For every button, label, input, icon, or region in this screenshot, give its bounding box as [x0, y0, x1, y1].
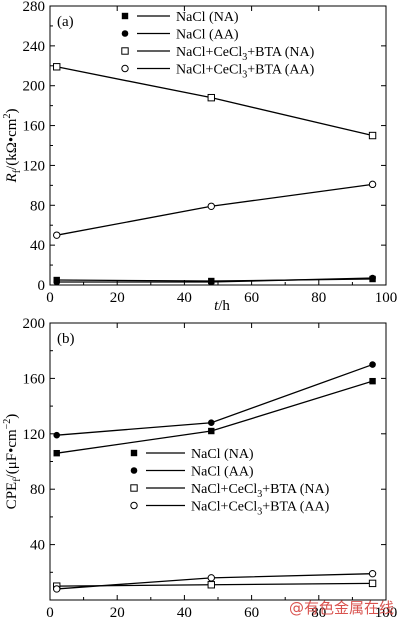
- panel-a-legend-marker: [121, 12, 129, 20]
- panel-a-data-point: [207, 202, 215, 210]
- panel-a-data-point: [207, 93, 215, 102]
- panel-a-legend-text: NaCl+CeCl3+BTA (NA): [176, 45, 315, 63]
- panel-b-series-2: [53, 361, 376, 439]
- panel-b-series-line: [56, 380, 373, 454]
- panel-b-xtick-label: 40: [177, 605, 192, 621]
- panel-a-legend-item: NaCl (NA): [121, 10, 239, 25]
- panel-a-ytick-label: 280: [23, 0, 46, 15]
- panel-a-legend: NaCl (NA) NaCl (AA) NaCl+CeCl3+BTA (NA)NaC…: [121, 10, 315, 81]
- panel-b-legend-marker: [130, 501, 138, 510]
- panel-b-data-point: [207, 419, 215, 427]
- panel-b-ytick-label: 120: [23, 427, 46, 443]
- panel-a-data-point: [368, 131, 377, 140]
- panel-b-xtick-label: 60: [244, 605, 259, 621]
- panel-b-ytick-label: 40: [30, 538, 45, 554]
- panel-a-legend-marker: [121, 47, 129, 55]
- panel-a-xtick-label: 0: [46, 290, 54, 306]
- panel-b-data-point: [207, 574, 215, 582]
- panel-a-series-3: [53, 63, 377, 140]
- panel-a-ytick-label: 0: [38, 278, 46, 294]
- panel-a-series-1: [53, 275, 376, 285]
- panel-b-legend-text: NaCl+CeCl3+BTA (AA): [191, 500, 330, 518]
- panel-a-series-4: [53, 180, 377, 239]
- panel-a-ytick-label: 200: [23, 79, 46, 95]
- panel-b-ytick-label: 80: [30, 482, 45, 498]
- panel-a-legend-text: NaCl+CeCl3+BTA (AA): [176, 63, 315, 81]
- panel-b-data-point: [53, 449, 60, 457]
- panel-b-legend-item: NaCl (AA): [130, 465, 254, 480]
- panel-b-ylabel: CPEf/(μF•cm−2): [2, 414, 23, 510]
- panel-b-data-point: [368, 579, 377, 588]
- panel-a-series-2: [53, 274, 376, 286]
- panel-a-xtick-label: 60: [244, 290, 259, 306]
- panel-b-legend-marker: [130, 484, 138, 492]
- panel-b-legend-item: NaCl (NA): [130, 447, 254, 462]
- panel-a-data-point: [369, 274, 376, 282]
- panel-a-xtick-label: 20: [110, 290, 125, 306]
- panel-b-xtick-label: 0: [46, 605, 54, 621]
- panel-b-legend-text: NaCl+CeCl3+BTA (NA): [191, 482, 330, 500]
- panel-a-xtick-label: 80: [311, 290, 326, 306]
- panel-a-legend-item: NaCl (AA): [121, 28, 239, 43]
- panel-b-data-point: [53, 431, 61, 439]
- panel-b-xtick-label: 80: [311, 605, 326, 621]
- panel-a-ytick-label: 40: [30, 238, 45, 254]
- panel-a-legend-text: NaCl (NA): [176, 10, 239, 25]
- panel-b-chart: 0204060801004080120160200t/hCPEf/(μF•cm−…: [2, 316, 398, 621]
- panel-b-legend-item: NaCl+CeCl3+BTA (AA): [130, 500, 330, 518]
- panel-a-legend-text: NaCl (AA): [176, 28, 239, 43]
- panel-b-ytick-label: 160: [23, 371, 46, 387]
- panel-b-ytick-label: 200: [23, 316, 46, 332]
- panel-b-data-point: [208, 427, 215, 435]
- panel-b-legend: NaCl (NA) NaCl (AA) NaCl+CeCl3+BTA (NA)NaC…: [130, 447, 330, 518]
- panel-a-data-point: [207, 278, 215, 286]
- panel-a-legend-marker: [121, 30, 129, 37]
- panel-b-data-point: [53, 585, 61, 593]
- panel-a-ytick-label: 120: [23, 158, 46, 174]
- panel-b-data-point: [368, 569, 377, 578]
- panel-a-series-line: [56, 183, 373, 236]
- panel-b-series-4: [53, 569, 377, 593]
- panel-b-legend-marker: [130, 449, 138, 457]
- panel-a-ytick-label: 160: [23, 119, 46, 135]
- panel-b-legend-item: NaCl+CeCl3+BTA (NA): [130, 482, 330, 500]
- panel-a-chart: 0 20 40 60 80 100 0 40 80 120 160 200 240 280 t/h Rf/(k…: [2, 0, 397, 314]
- panel-a-data-point: [53, 231, 61, 239]
- panel-b-series-line: [56, 363, 373, 436]
- panel-a-ytick-label: 240: [23, 39, 46, 55]
- panel-b-legend-text: NaCl (NA): [191, 447, 254, 462]
- panel-b-data-point: [207, 581, 215, 589]
- panel-b-data-point: [369, 361, 376, 368]
- panel-a-legend-item: NaCl+CeCl3+BTA (AA): [121, 63, 315, 81]
- panel-a-ylabel: Rf/(kΩ•cm2): [2, 109, 23, 184]
- panel-a-xtick-label: 40: [177, 290, 192, 306]
- panel-a-xlabel: t/h: [214, 298, 230, 314]
- panel-a-label: (a): [57, 14, 74, 30]
- panel-a-legend-marker: [121, 64, 129, 73]
- panel-a-data-point: [53, 278, 61, 286]
- panel-b-xtick-label: 20: [110, 605, 125, 621]
- panel-b-xtick-label: 100: [375, 605, 398, 621]
- panel-a-ytick-label: 80: [30, 198, 45, 214]
- panel-a-legend-item: NaCl+CeCl3+BTA (NA): [121, 45, 315, 63]
- watermark: @有色金属在线: [288, 599, 394, 617]
- panel-b-label: (b): [57, 331, 75, 347]
- panel-a-data-point: [368, 180, 377, 189]
- panel-b-series-3: [53, 579, 377, 590]
- panel-b-legend-marker: [130, 467, 138, 474]
- panel-b-legend-text: NaCl (AA): [191, 465, 254, 480]
- panel-b-series-1: [53, 377, 376, 457]
- panel-a-xtick-label: 100: [375, 290, 398, 306]
- panel-b-data-point: [369, 377, 376, 385]
- panel-a-data-point: [53, 63, 61, 71]
